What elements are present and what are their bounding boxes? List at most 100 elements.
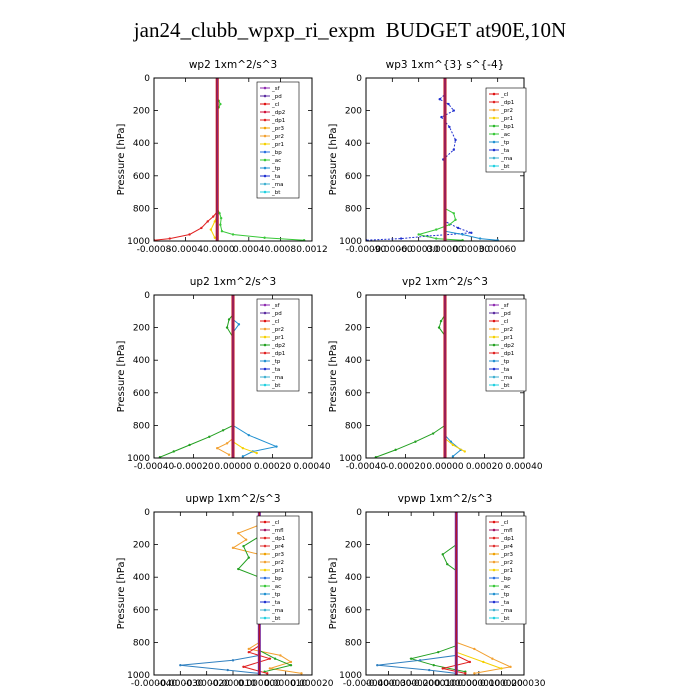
y-axis-label: Pressure [hPa] bbox=[116, 558, 127, 630]
series-point bbox=[289, 660, 293, 664]
series-line bbox=[366, 78, 472, 241]
legend-entry: _ma bbox=[500, 375, 512, 381]
y-tick-label: 0 bbox=[144, 508, 150, 518]
y-tick-label: 200 bbox=[133, 107, 150, 117]
series-point bbox=[255, 451, 258, 455]
legend-marker bbox=[492, 616, 496, 620]
legend-entry: _pr1 bbox=[271, 568, 284, 574]
legend-entry: _pr3 bbox=[271, 126, 285, 132]
series-point bbox=[231, 546, 235, 550]
y-tick-label: 400 bbox=[345, 356, 362, 366]
y-axis-label: Pressure [hPa] bbox=[116, 124, 127, 196]
x-tick-label: -0.000030 bbox=[365, 679, 411, 689]
legend-entry: _pr4 bbox=[271, 544, 285, 550]
legend-marker bbox=[492, 576, 496, 580]
legend-marker bbox=[492, 335, 496, 339]
y-tick-label: 0 bbox=[356, 508, 362, 518]
legend-entry: _pr2 bbox=[500, 108, 513, 114]
series-point bbox=[218, 212, 221, 215]
series-point bbox=[200, 226, 203, 230]
legend-entry: _ac bbox=[500, 584, 510, 590]
legend-marker bbox=[492, 359, 496, 363]
legend-marker bbox=[263, 110, 267, 114]
series-point bbox=[231, 659, 235, 662]
series-point bbox=[209, 228, 213, 231]
legend-entry: _mfl bbox=[271, 528, 284, 534]
legend-entry: _pr2 bbox=[500, 327, 513, 333]
panel-title: vp2 1xm^2/s^3 bbox=[402, 276, 488, 288]
series-point bbox=[227, 318, 231, 321]
series-point bbox=[435, 228, 438, 231]
series-point bbox=[244, 538, 248, 541]
series-point bbox=[451, 455, 455, 458]
panel-title: vpwp 1xm^2/s^3 bbox=[398, 493, 493, 505]
legend-marker bbox=[492, 108, 496, 112]
y-tick-label: 600 bbox=[345, 606, 362, 616]
y-tick-label: 800 bbox=[345, 421, 362, 431]
series-point bbox=[447, 102, 450, 106]
legend-marker bbox=[263, 584, 267, 588]
series-point bbox=[237, 323, 241, 326]
legend-entry: _ma bbox=[271, 608, 283, 614]
series-point bbox=[237, 531, 240, 535]
legend-marker bbox=[492, 156, 496, 160]
legend-entry: _pr2 bbox=[271, 327, 284, 333]
series-point bbox=[448, 223, 451, 226]
series-point bbox=[417, 233, 420, 236]
series-point bbox=[431, 432, 435, 435]
legend-marker bbox=[263, 303, 267, 307]
y-tick-label: 1000 bbox=[339, 671, 362, 681]
legend-entry: _ta bbox=[271, 174, 280, 180]
legend-marker bbox=[263, 174, 267, 178]
legend-marker bbox=[492, 319, 496, 323]
x-tick-label: 0.00000 bbox=[426, 462, 463, 472]
series-point bbox=[441, 667, 444, 670]
series-point bbox=[473, 672, 476, 675]
y-tick-label: 200 bbox=[133, 324, 150, 334]
legend-marker bbox=[263, 568, 267, 572]
panel-4: vp2 1xm^2/s^3 Pressure [hPa] 0 200 400 600 800… bbox=[328, 276, 543, 472]
legend-marker bbox=[263, 552, 267, 556]
x-tick-label: -0.0008 bbox=[137, 245, 172, 255]
y-tick-label: 1000 bbox=[127, 454, 150, 464]
legend-entry: _bp bbox=[271, 150, 282, 156]
series-point bbox=[268, 667, 272, 670]
y-tick-label: 0 bbox=[144, 74, 150, 84]
legend-entry: _pr1 bbox=[500, 335, 513, 341]
legend-entry: _bt bbox=[271, 383, 281, 389]
series-point bbox=[219, 102, 222, 106]
series-point bbox=[188, 233, 191, 236]
legend-entry: _tp bbox=[500, 592, 510, 598]
legend-entry: _sf bbox=[271, 303, 281, 309]
x-tick-label: -0.00090 bbox=[346, 245, 387, 255]
legend-entry: _pd bbox=[271, 311, 282, 317]
series-point bbox=[414, 440, 417, 443]
legend-entry: _cl bbox=[271, 102, 280, 108]
legend-entry: _tp bbox=[500, 359, 510, 365]
legend-marker bbox=[263, 118, 267, 122]
legend-marker bbox=[263, 351, 267, 355]
legend-entry: _pr1 bbox=[271, 142, 284, 148]
y-tick-label: 400 bbox=[133, 356, 150, 366]
legend-marker bbox=[263, 608, 267, 612]
legend-marker bbox=[492, 375, 496, 379]
series-point bbox=[452, 212, 455, 215]
legend-marker bbox=[492, 536, 496, 540]
legend-marker bbox=[263, 327, 267, 331]
legend-marker bbox=[492, 140, 496, 144]
legend-entry: _cl bbox=[271, 520, 280, 526]
legend-entry: _bt bbox=[500, 164, 510, 170]
series-point bbox=[242, 545, 245, 548]
legend-entry: _pr4 bbox=[500, 544, 514, 550]
plot-frame bbox=[153, 77, 313, 242]
legend-entry: _bp1 bbox=[500, 124, 514, 130]
legend-entry: _ta bbox=[500, 148, 509, 154]
x-tick-label: -0.000010 bbox=[411, 679, 457, 689]
legend-entry: _pr2 bbox=[271, 560, 284, 566]
x-tick-label: 0.00020 bbox=[254, 462, 291, 472]
y-tick-label: 1000 bbox=[339, 454, 362, 464]
plot-area bbox=[374, 295, 466, 458]
y-tick-label: 200 bbox=[345, 107, 362, 117]
series-point bbox=[448, 125, 451, 129]
series-point bbox=[168, 237, 171, 240]
